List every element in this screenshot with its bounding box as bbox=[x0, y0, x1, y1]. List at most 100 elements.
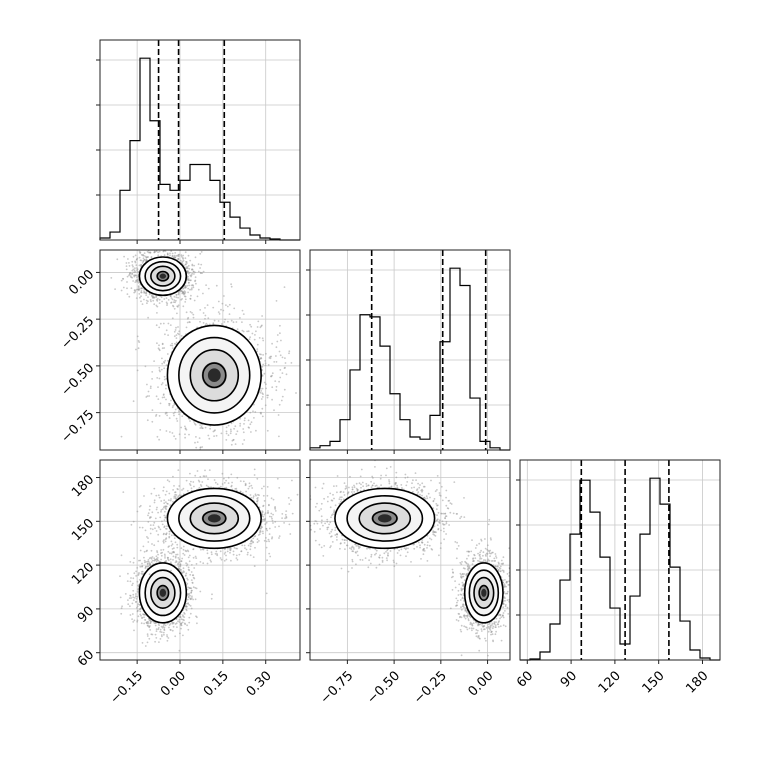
scatter-point bbox=[153, 303, 156, 306]
scatter-point bbox=[283, 388, 286, 391]
scatter-point bbox=[158, 302, 161, 304]
scatter-point bbox=[249, 323, 252, 326]
histogram-bin bbox=[540, 652, 550, 660]
scatter-point bbox=[242, 428, 245, 430]
scatter-point bbox=[161, 347, 164, 350]
scatter-point bbox=[175, 294, 178, 296]
scatter-point bbox=[186, 578, 189, 581]
scatter-point bbox=[146, 560, 149, 563]
scatter-point bbox=[157, 398, 160, 400]
scatter-point bbox=[187, 291, 190, 294]
scatter-point bbox=[160, 554, 163, 557]
scatter-point bbox=[194, 441, 196, 444]
scatter-point bbox=[136, 279, 139, 281]
scatter-point bbox=[200, 251, 203, 253]
scatter-point bbox=[186, 318, 189, 320]
scatter-point bbox=[157, 553, 160, 556]
scatter-point bbox=[163, 626, 166, 629]
scatter-point bbox=[278, 403, 281, 406]
scatter-point bbox=[230, 283, 233, 286]
scatter-point bbox=[191, 312, 193, 314]
axes-frame bbox=[519, 459, 721, 661]
scatter-point bbox=[131, 269, 134, 272]
scatter-point bbox=[140, 291, 143, 294]
scatter-point bbox=[155, 304, 158, 307]
scatter-point bbox=[163, 378, 166, 381]
scatter-point bbox=[169, 628, 172, 631]
scatter-point bbox=[146, 302, 148, 305]
scatter-point bbox=[197, 263, 200, 266]
scatter-point bbox=[178, 618, 181, 621]
scatter-point bbox=[220, 323, 223, 325]
scatter-point bbox=[180, 426, 183, 429]
scatter-point bbox=[168, 417, 171, 419]
scatter-point bbox=[187, 602, 190, 605]
scatter-point bbox=[194, 279, 197, 282]
scatter-point bbox=[278, 435, 280, 438]
scatter-point bbox=[143, 559, 146, 562]
scatter-point bbox=[177, 254, 180, 256]
scatter-point bbox=[195, 282, 197, 285]
scatter-point bbox=[191, 263, 194, 266]
scatter-point bbox=[181, 415, 184, 418]
scatter-point bbox=[137, 347, 140, 350]
scatter-point bbox=[204, 317, 206, 320]
contour-line bbox=[156, 270, 170, 282]
scatter-point bbox=[161, 300, 164, 303]
scatter-point bbox=[259, 391, 262, 394]
scatter-point bbox=[143, 561, 146, 564]
scatter-point bbox=[283, 367, 286, 369]
scatter-point bbox=[189, 288, 191, 291]
scatter-point bbox=[161, 357, 163, 360]
scatter-point bbox=[190, 287, 193, 290]
scatter-point bbox=[145, 294, 148, 296]
histogram-bin bbox=[380, 346, 390, 450]
scatter-point bbox=[171, 317, 174, 320]
scatter-point bbox=[136, 606, 138, 609]
scatter-point bbox=[191, 272, 194, 275]
scatter-point bbox=[193, 247, 195, 249]
scatter-point bbox=[190, 607, 193, 610]
scatter-point bbox=[189, 279, 192, 282]
scatter-point bbox=[169, 552, 171, 555]
scatter-point bbox=[230, 422, 233, 425]
scatter-point bbox=[236, 455, 238, 457]
scatter-point bbox=[171, 548, 174, 550]
scatter-point bbox=[161, 382, 164, 384]
scatter-point bbox=[137, 281, 140, 284]
scatter-point bbox=[185, 572, 188, 575]
scatter-point bbox=[188, 321, 191, 323]
scatter-point bbox=[177, 296, 180, 299]
scatter-point bbox=[110, 277, 113, 279]
scatter-point bbox=[173, 256, 176, 258]
scatter-point bbox=[136, 257, 139, 260]
scatter-point bbox=[132, 255, 135, 258]
scatter-point bbox=[239, 417, 242, 420]
scatter-point bbox=[174, 329, 177, 331]
scatter-point bbox=[171, 298, 174, 301]
histogram-bin bbox=[600, 557, 610, 660]
scatter-point bbox=[157, 386, 159, 388]
scatter-point bbox=[129, 275, 132, 277]
scatter-point bbox=[276, 334, 279, 336]
scatter-point bbox=[172, 555, 175, 558]
scatter-point bbox=[250, 421, 253, 424]
scatter-point bbox=[169, 324, 172, 326]
scatter-point bbox=[275, 300, 278, 302]
scatter-point bbox=[135, 348, 137, 351]
scatter-point bbox=[140, 614, 142, 617]
scatter-point bbox=[165, 364, 168, 366]
scatter-point bbox=[128, 273, 131, 276]
scatter-point bbox=[239, 422, 242, 425]
scatter-panel-p0-vs-p2 bbox=[99, 459, 301, 661]
scatter-point bbox=[262, 363, 265, 366]
scatter-point bbox=[195, 615, 197, 618]
scatter-point bbox=[132, 596, 135, 599]
scatter-point bbox=[171, 344, 174, 347]
scatter-point bbox=[270, 375, 272, 378]
scatter-point bbox=[189, 605, 192, 607]
scatter-point bbox=[156, 312, 158, 314]
scatter-point bbox=[212, 306, 215, 309]
scatter-point bbox=[174, 411, 176, 414]
scatter-point bbox=[165, 297, 168, 299]
